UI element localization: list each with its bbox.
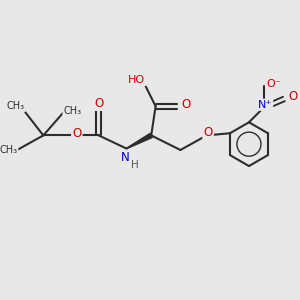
Text: O: O [72,128,82,140]
Text: HO: HO [128,75,145,85]
Polygon shape [126,134,152,149]
Text: CH₃: CH₃ [63,106,82,116]
Text: H: H [131,160,139,170]
Text: O: O [94,97,104,110]
Text: CH₃: CH₃ [0,145,17,155]
Text: N⁺: N⁺ [258,100,272,110]
Text: N: N [121,151,129,164]
Text: O: O [203,126,213,139]
Text: CH₃: CH₃ [7,101,25,111]
Text: O⁻: O⁻ [266,80,281,89]
Text: O: O [288,89,297,103]
Text: O: O [182,98,191,111]
